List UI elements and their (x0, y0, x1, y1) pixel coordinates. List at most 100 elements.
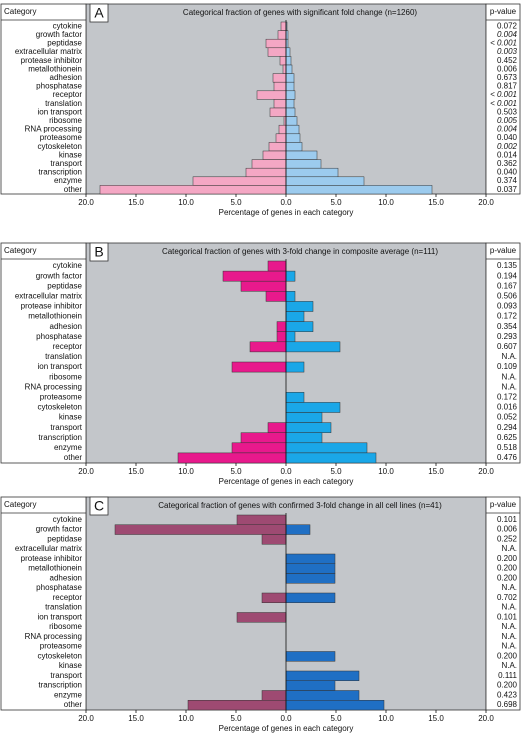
x-tick-label: 10.0 (178, 714, 194, 723)
category-label: ribosome (49, 116, 82, 125)
p-value: 0.817 (497, 82, 518, 91)
x-tick-label: 20.0 (78, 198, 94, 207)
category-header: Category (4, 500, 36, 509)
category-label: proteasome (40, 133, 83, 142)
bar (251, 159, 287, 169)
pvalue-box (485, 3, 521, 195)
category-label: other (64, 453, 83, 462)
category-label: peptidase (47, 281, 82, 290)
category-label: protease inhibitor (21, 302, 83, 311)
x-tick-label: 15.0 (428, 198, 444, 207)
category-label: protease inhibitor (21, 56, 83, 65)
x-tick-label: 10.0 (178, 467, 194, 476)
pvalue-box (485, 242, 521, 464)
bar (285, 270, 296, 282)
bar (231, 442, 287, 454)
bar (285, 700, 385, 711)
pvalue-header: p-value (490, 246, 517, 255)
bar (99, 185, 287, 195)
p-value: N.A. (501, 583, 517, 592)
bar (285, 167, 339, 178)
x-tick-label: 5.0 (230, 198, 242, 207)
category-label: enzyme (54, 690, 83, 699)
p-value: 0.016 (497, 403, 518, 412)
bar (285, 56, 292, 66)
x-tick-label: 10.0 (378, 467, 394, 476)
category-label: phosphatase (36, 82, 82, 91)
bar (267, 260, 287, 272)
bar (285, 680, 336, 691)
x-tick-label: 5.0 (330, 714, 342, 723)
bar (285, 159, 322, 169)
p-value: 0.052 (497, 413, 518, 422)
x-axis-title: Percentage of genes in each category (219, 208, 354, 217)
category-label: receptor (53, 90, 83, 99)
bar (240, 280, 287, 292)
category-label: enzyme (54, 443, 83, 452)
bar (269, 107, 287, 117)
category-label: growth factor (36, 271, 83, 280)
bar (272, 73, 287, 83)
bar (245, 167, 287, 178)
category-label: growth factor (36, 525, 83, 534)
p-value: 0.109 (497, 362, 518, 371)
category-label: receptor (53, 593, 83, 602)
bar (285, 331, 296, 343)
x-tick-label: 10.0 (178, 198, 194, 207)
category-label: cytoskeleton (38, 651, 82, 660)
bar (285, 592, 336, 603)
x-tick-label: 15.0 (128, 467, 144, 476)
chart-title: Categorical fraction of genes with 3-fol… (162, 247, 438, 256)
category-label: ion transport (38, 107, 83, 116)
p-value: 0.111 (498, 671, 517, 680)
category-label: adhesion (50, 73, 82, 82)
bar (285, 90, 296, 100)
x-tick-label: 20.0 (78, 467, 94, 476)
bar (273, 81, 287, 92)
bar (278, 124, 287, 135)
category-label: peptidase (47, 39, 82, 48)
category-label: ribosome (49, 372, 82, 381)
x-tick-label: 10.0 (378, 198, 394, 207)
p-value: 0.423 (497, 690, 518, 699)
bar (261, 592, 287, 603)
bar (285, 442, 368, 454)
x-axis-title: Percentage of genes in each category (219, 477, 354, 486)
p-value: 0.040 (497, 133, 518, 142)
p-value: N.A. (501, 632, 517, 641)
pvalue-header: p-value (490, 7, 517, 16)
category-label: kinase (59, 150, 83, 159)
p-value: 0.476 (497, 453, 518, 462)
category-label: proteasome (40, 642, 83, 651)
bar (285, 341, 341, 353)
p-value: N.A. (501, 603, 517, 612)
bar (285, 524, 311, 535)
bar (267, 422, 287, 433)
category-box (0, 3, 87, 195)
category-header: Category (4, 246, 36, 255)
bar (261, 690, 287, 701)
category-label: transport (50, 423, 82, 432)
category-label: translation (45, 99, 82, 108)
category-label: transport (50, 159, 82, 168)
p-value: 0.003 (497, 47, 518, 56)
category-label: enzyme (54, 176, 83, 185)
category-label: RNA processing (25, 125, 82, 134)
bar (285, 64, 293, 74)
p-value: N.A. (501, 622, 517, 631)
bar (285, 412, 323, 423)
p-value: N.A. (501, 642, 517, 651)
category-label: ribosome (49, 622, 82, 631)
x-tick-label: 5.0 (230, 467, 242, 476)
p-value: 0.503 (497, 107, 518, 116)
bar (285, 553, 336, 564)
p-value: 0.004 (497, 30, 518, 39)
p-value: 0.702 (497, 593, 518, 602)
bar (222, 270, 287, 282)
bar (192, 176, 287, 186)
p-value: 0.005 (497, 116, 518, 125)
category-label: cytokine (53, 261, 83, 270)
p-value: 0.167 (497, 281, 518, 290)
bar (285, 133, 301, 143)
